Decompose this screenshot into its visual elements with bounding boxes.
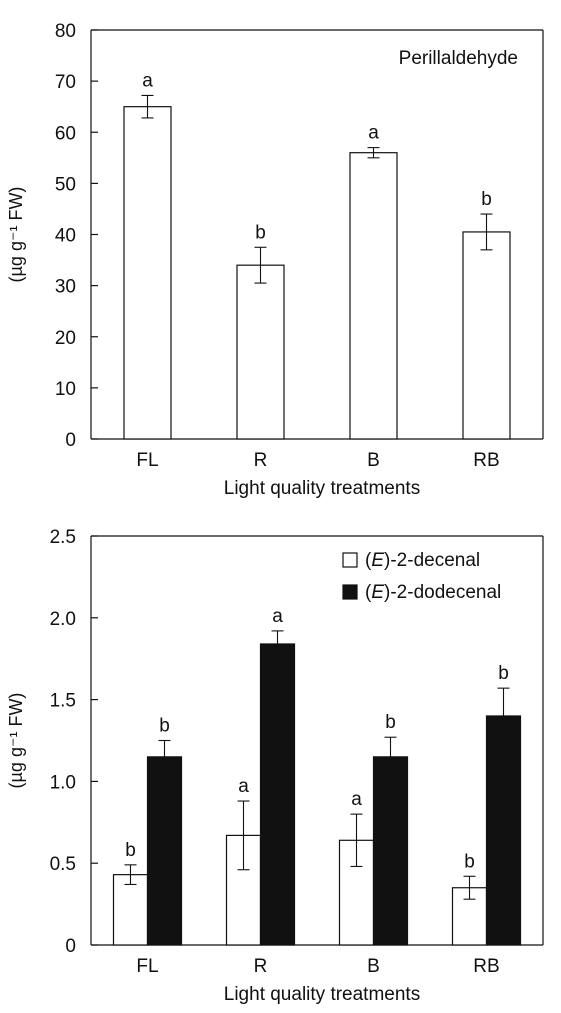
y-tick-label: 10 bbox=[55, 379, 76, 400]
chart-1: 0 10 20 30 40 50 60 70 80 (µg g⁻¹ FW) Light qualit… bbox=[6, 21, 544, 499]
significance-letter: b bbox=[464, 851, 475, 872]
significance-letter: b bbox=[159, 716, 170, 737]
x-tick-label: RB bbox=[473, 450, 499, 471]
bar bbox=[236, 264, 285, 440]
x-tick-label: R bbox=[254, 450, 268, 471]
y-tick-label: 2.5 bbox=[50, 527, 76, 548]
significance-letter: b bbox=[385, 712, 396, 733]
significance-letter: b bbox=[255, 222, 266, 243]
y-tick-label: 70 bbox=[55, 72, 76, 93]
x-tick-label: B bbox=[367, 450, 380, 471]
significance-letter: a bbox=[142, 70, 153, 91]
significance-letter: b bbox=[481, 189, 492, 210]
x-axis-label: Light quality treatments bbox=[224, 478, 420, 499]
x-tick-label: B bbox=[367, 956, 380, 977]
y-tick-label: 20 bbox=[55, 328, 76, 349]
significance-letter: a bbox=[351, 789, 362, 810]
bar bbox=[123, 106, 172, 440]
significance-letter: b bbox=[125, 840, 136, 861]
x-axis-label: Light quality treatments bbox=[224, 984, 420, 1005]
y-tick-label: 30 bbox=[55, 277, 76, 298]
y-tick-label: 40 bbox=[55, 226, 76, 247]
significance-letter: a bbox=[238, 776, 249, 797]
y-tick-label: 0 bbox=[65, 430, 76, 451]
x-tick-label: RB bbox=[473, 956, 499, 977]
chart-2: 0 0.5 1.0 1.5 2.0 2.5 (µg g⁻¹ FW) Light quality… bbox=[6, 527, 544, 1005]
y-tick-label: 1.0 bbox=[50, 772, 76, 793]
x-tick-label: R bbox=[254, 956, 268, 977]
y-tick-label: 0 bbox=[65, 936, 76, 957]
x-tick-label: FL bbox=[136, 450, 158, 471]
x-tick-label: FL bbox=[136, 956, 158, 977]
y-tick-label: 0.5 bbox=[50, 854, 76, 875]
legend-swatch bbox=[342, 552, 358, 568]
bar bbox=[146, 756, 183, 946]
bar bbox=[259, 643, 296, 946]
legend-label: (E)-2-decenal bbox=[365, 550, 480, 571]
chart-title: Perillaldehyde bbox=[399, 48, 518, 69]
significance-letter: a bbox=[272, 606, 283, 627]
y-axis-label: (µg g⁻¹ FW) bbox=[6, 187, 26, 283]
y-tick-label: 80 bbox=[55, 21, 76, 42]
bar bbox=[372, 756, 409, 946]
significance-letter: a bbox=[368, 123, 379, 144]
y-tick-label: 2.0 bbox=[50, 609, 76, 630]
legend-swatch bbox=[342, 584, 358, 600]
y-tick-label: 50 bbox=[55, 174, 76, 195]
significance-letter: b bbox=[498, 663, 509, 684]
bar bbox=[349, 152, 398, 440]
bar bbox=[112, 874, 149, 946]
bar bbox=[462, 231, 511, 440]
y-tick-label: 1.5 bbox=[50, 691, 76, 712]
bar bbox=[485, 715, 522, 946]
y-tick-label: 60 bbox=[55, 123, 76, 144]
y-axis-label: (µg g⁻¹ FW) bbox=[6, 693, 26, 789]
legend-label: (E)-2-dodecenal bbox=[365, 582, 501, 603]
